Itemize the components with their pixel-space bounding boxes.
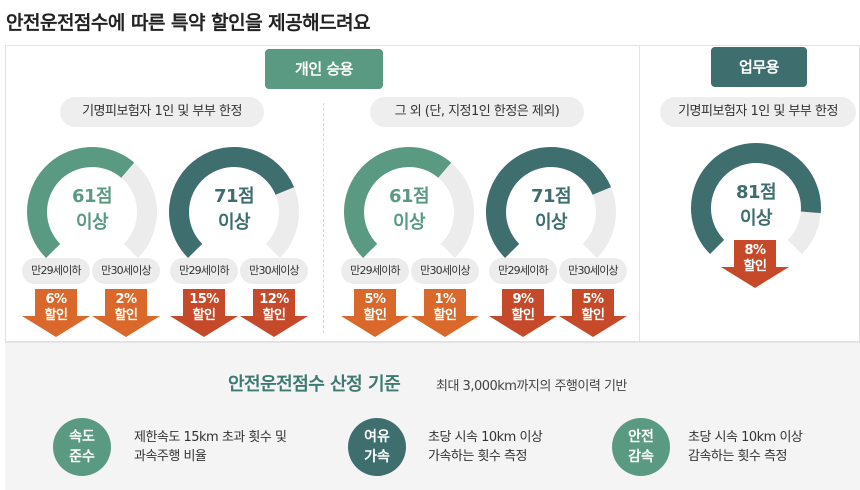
business-category-label: 업무용: [711, 47, 807, 87]
criteria-badge-accel: 여유 가속: [348, 418, 406, 476]
gauge-score-text: 61점 이상: [71, 186, 113, 233]
discount-arrow: 15% 할인: [170, 289, 238, 337]
age-pill: 만29세이하: [341, 258, 409, 284]
age-pill: 만29세이하: [489, 258, 557, 284]
age-pill: 만30세이상: [92, 258, 160, 284]
gauge-score-text: 71점 이상: [213, 186, 255, 233]
gauge-score-text: 81점 이상: [735, 182, 777, 229]
condition-pill-group2: 그 외 (단, 지정1인 한정은 제외): [370, 97, 584, 127]
criteria-title: 안전운전점수 산정 기준: [228, 374, 401, 395]
arrow-shape: [240, 289, 308, 337]
arrow-shape: [22, 289, 90, 337]
discount-arrow: 5% 할인: [341, 289, 409, 337]
criteria-badge-decel: 안전 감속: [612, 418, 670, 476]
discount-arrow: 8% 할인: [721, 240, 789, 288]
discount-arrow: 1% 할인: [411, 289, 479, 337]
gauge-fill: [27, 147, 135, 258]
gauge-score-text: 71점 이상: [530, 186, 572, 233]
criteria-panel: [5, 342, 860, 490]
score-gauge: 61점 이상: [343, 146, 475, 278]
discount-arrow: 5% 할인: [559, 289, 627, 337]
page-title: 안전운전점수에 따른 특약 할인을 제공해드려요: [6, 12, 371, 34]
age-pill: 만30세이상: [559, 258, 627, 284]
criteria-desc-accel: 초당 시속 10km 이상 가속하는 횟수 측정: [428, 430, 543, 464]
criteria-badge-speed: 속도 준수: [53, 418, 111, 476]
personal-category-label: 개인 승용: [265, 49, 383, 89]
arrow-shape: [92, 289, 160, 337]
score-gauge: 71점 이상: [168, 146, 300, 278]
group-divider: [323, 103, 324, 333]
gauge-fill: [344, 147, 452, 258]
age-pill: 만29세이하: [22, 258, 90, 284]
score-gauge: 71점 이상: [485, 146, 617, 278]
criteria-subtitle: 최대 3,000km까지의 주행이력 기반: [436, 379, 627, 394]
discount-arrow: 12% 할인: [240, 289, 308, 337]
score-gauge: 81점 이상: [690, 142, 822, 274]
age-pill: 만30세이상: [240, 258, 308, 284]
criteria-desc-decel: 초당 시속 10km 이상 감속하는 횟수 측정: [688, 430, 803, 464]
condition-pill-group1: 기명피보험자 1인 및 부부 한정: [60, 97, 264, 127]
arrow-shape: [341, 289, 409, 337]
discount-arrow: 9% 할인: [489, 289, 557, 337]
discount-arrow: 2% 할인: [92, 289, 160, 337]
gauge-fill: [691, 143, 821, 254]
arrow-shape: [559, 289, 627, 337]
gauge-score-text: 61점 이상: [388, 186, 430, 233]
score-gauge: 61점 이상: [26, 146, 158, 278]
gauge-fill: [486, 147, 612, 258]
arrow-shape: [411, 289, 479, 337]
criteria-desc-speed: 제한속도 15km 초과 횟수 및 과속주행 비율: [134, 430, 287, 464]
arrow-shape: [489, 289, 557, 337]
discount-arrow: 6% 할인: [22, 289, 90, 337]
arrow-shape: [721, 240, 789, 288]
gauge-fill: [169, 147, 295, 258]
age-pill: 만30세이상: [411, 258, 479, 284]
condition-pill-business: 기명피보험자 1인 및 부부 한정: [660, 97, 856, 127]
arrow-shape: [170, 289, 238, 337]
age-pill: 만29세이하: [170, 258, 238, 284]
business-panel: [639, 45, 860, 342]
